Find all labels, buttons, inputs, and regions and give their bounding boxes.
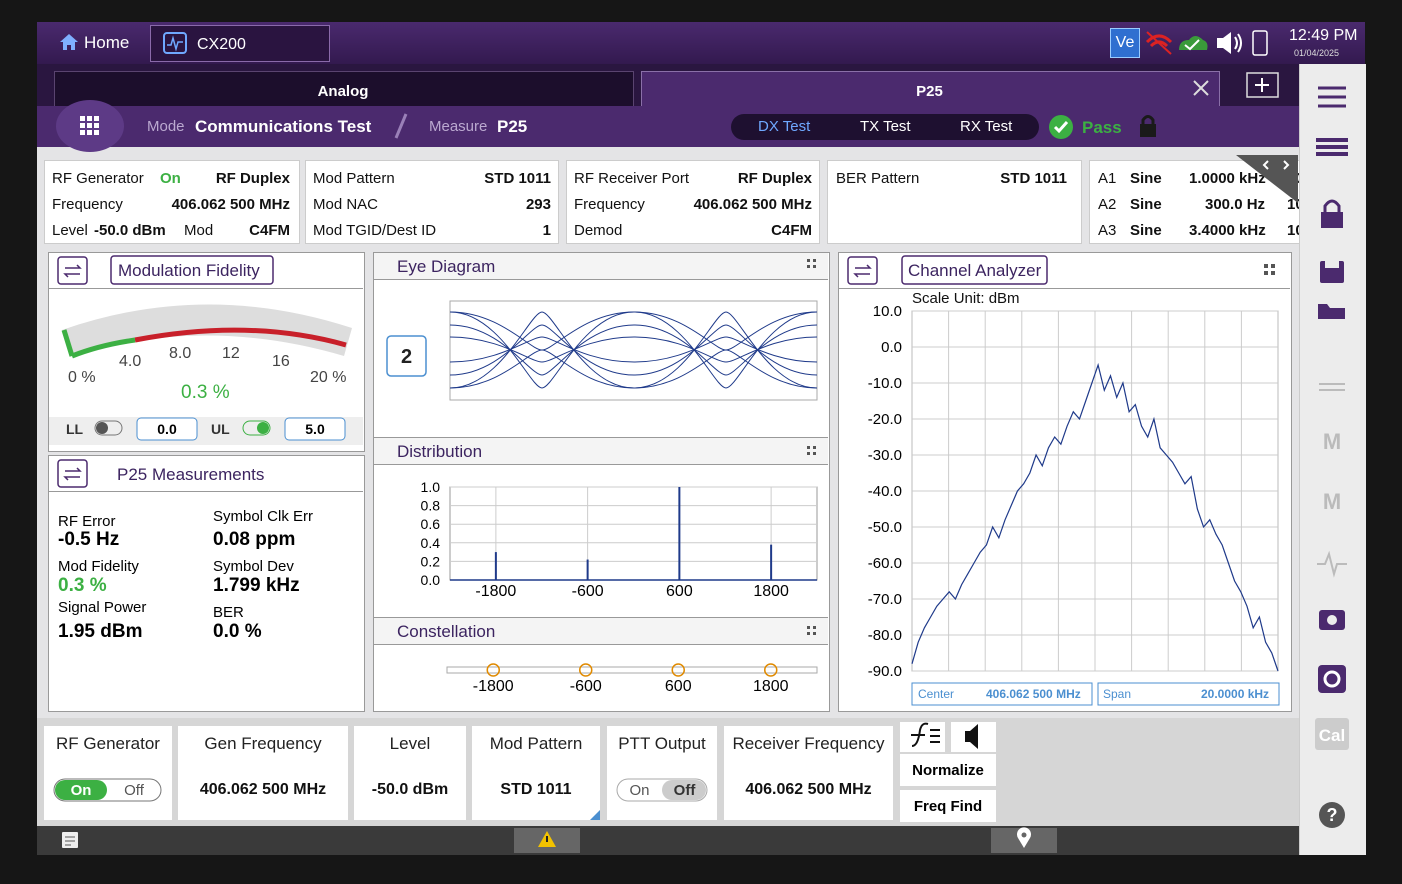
y-tick-label: -10.0 (868, 375, 902, 392)
y-tick-label: 1.0 (421, 479, 441, 495)
y-tick-label: 0.2 (421, 553, 441, 569)
y-tick-label: 0.8 (421, 498, 441, 514)
y-tick-label: 0.0 (421, 572, 441, 588)
constellation-axis (447, 667, 817, 673)
x-tick-label: -1800 (473, 678, 514, 695)
plot-area (450, 487, 817, 580)
x-tick-label: 600 (666, 583, 693, 600)
x-tick-label: 1800 (753, 678, 789, 695)
y-tick-label: 0.4 (421, 535, 441, 551)
y-tick-label: 10.0 (873, 303, 902, 320)
y-tick-label: -30.0 (868, 447, 902, 464)
x-tick-label: -1800 (475, 583, 516, 600)
y-tick-label: 0.6 (421, 516, 441, 532)
x-tick-label: 1800 (753, 583, 789, 600)
y-tick-label: -70.0 (868, 591, 902, 608)
x-tick-label: -600 (570, 678, 602, 695)
y-tick-label: 0.0 (881, 339, 902, 356)
y-tick-label: -40.0 (868, 483, 902, 500)
y-tick-label: -80.0 (868, 627, 902, 644)
x-tick-label: 600 (665, 678, 692, 695)
y-tick-label: -50.0 (868, 519, 902, 536)
y-tick-label: -20.0 (868, 411, 902, 428)
y-tick-label: -60.0 (868, 555, 902, 572)
x-tick-label: -600 (572, 583, 604, 600)
y-tick-label: -90.0 (868, 663, 902, 680)
